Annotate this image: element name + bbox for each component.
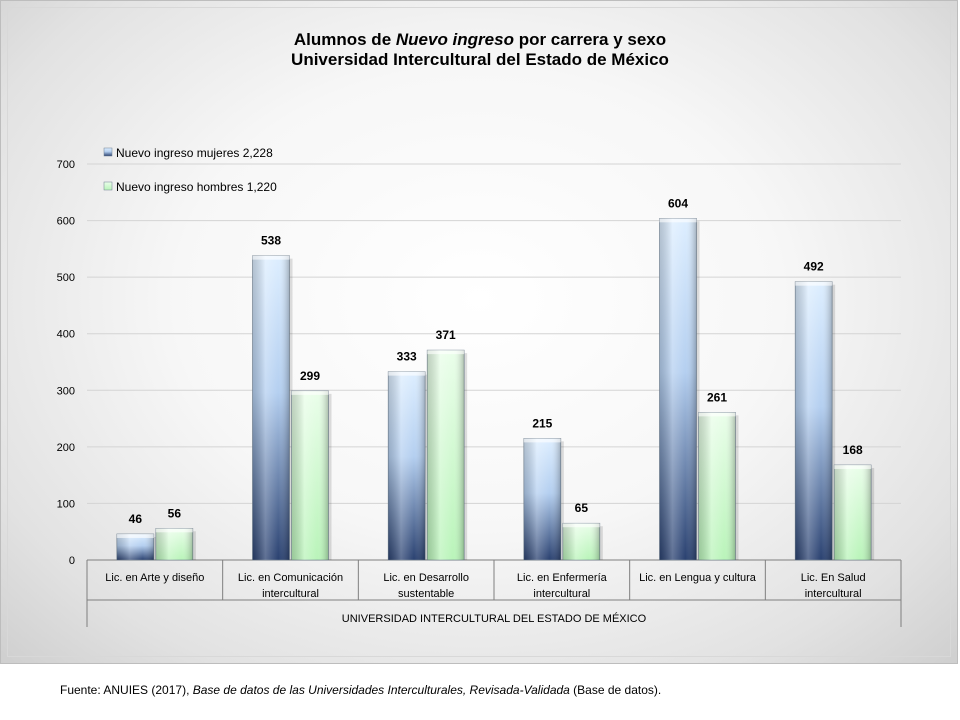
bar-highlight — [116, 533, 154, 560]
bar-top-edge — [291, 390, 329, 395]
legend-label: Nuevo ingreso hombres 1,220 — [116, 180, 277, 194]
title-text-post: por carrera y sexo — [513, 30, 667, 49]
source-text-italic: Base de datos de las Universidades Inter… — [192, 683, 570, 697]
x-category-label: intercultural — [533, 588, 590, 600]
axes: 0 100 200 300 400 500 600 700 Lic. en Arte y dis… — [57, 159, 902, 627]
x-category-label: Lic. en Enfermería — [517, 572, 608, 584]
data-label: 65 — [575, 501, 589, 515]
x-category-label: Lic. en Arte y diseño — [105, 572, 204, 584]
data-label: 371 — [436, 328, 456, 342]
source-text-post: (Base de datos). — [569, 683, 662, 697]
bar-highlight — [698, 412, 736, 560]
legend: Nuevo ingreso mujeres 2,228 Nuevo ingreso… — [103, 146, 277, 194]
bar-highlight — [834, 464, 872, 560]
bar-highlight — [155, 528, 193, 560]
bar-highlight — [427, 350, 465, 560]
bar-highlight — [291, 390, 329, 560]
bar-top-edge — [698, 412, 736, 417]
data-label: 215 — [532, 416, 552, 430]
y-tick-label: 700 — [57, 159, 75, 171]
y-tick-label: 200 — [57, 442, 75, 454]
data-label: 261 — [707, 390, 727, 404]
x-category-label: Lic. en Comunicación — [238, 572, 343, 584]
x-category-label: Lic. en Desarrollo — [383, 572, 469, 584]
y-tick-label: 600 — [57, 216, 75, 228]
bar-top-edge — [155, 528, 193, 533]
source-note: Fuente: ANUIES (2017), Base de datos de … — [60, 683, 661, 697]
data-label: 46 — [129, 512, 143, 526]
x-category-label: sustentable — [398, 588, 454, 600]
bar-top-edge — [116, 533, 154, 538]
data-label: 333 — [397, 350, 417, 364]
bar-highlight — [388, 371, 426, 560]
x-category-label: Lic. En Salud — [801, 572, 866, 584]
bar-chart: 0 100 200 300 400 500 600 700 Lic. en Arte y dis… — [57, 146, 902, 627]
bar-top-edge — [427, 350, 465, 355]
bar-highlight — [659, 218, 697, 560]
y-tick-label: 0 — [69, 555, 75, 567]
x-category-label: intercultural — [262, 588, 319, 600]
bar-top-edge — [252, 255, 290, 260]
title-text-italic: Nuevo ingreso — [395, 30, 514, 49]
chart-frame-border — [7, 7, 951, 657]
source-text-pre: Fuente: ANUIES (2017), — [60, 683, 193, 697]
data-label: 56 — [168, 506, 182, 520]
legend-swatch — [103, 181, 113, 191]
bar-top-edge — [659, 218, 697, 223]
bar-top-edge — [388, 371, 426, 376]
x-category-label: Lic. en Lengua y cultura — [639, 572, 757, 584]
data-labels: 46 538 333 215 604 492 56 299 371 65 261 168 — [129, 196, 863, 526]
y-tick-label: 100 — [57, 498, 75, 510]
bar-highlight — [252, 255, 290, 560]
data-label: 538 — [261, 234, 281, 248]
y-tick-label: 400 — [57, 329, 75, 341]
bar-top-edge — [562, 523, 600, 528]
y-tick-label: 500 — [57, 272, 75, 284]
y-tick-label: 300 — [57, 385, 75, 397]
x-group-label: UNIVERSIDAD INTERCULTURAL DEL ESTADO DE … — [342, 612, 647, 625]
x-category-label: intercultural — [805, 588, 862, 600]
data-label: 604 — [668, 196, 688, 210]
legend-label: Nuevo ingreso mujeres 2,228 — [116, 146, 273, 160]
bar-top-edge — [834, 464, 872, 469]
data-label: 492 — [804, 260, 824, 274]
bars — [116, 218, 875, 561]
data-label: 168 — [843, 443, 863, 457]
bar-top-edge — [523, 438, 561, 443]
gridlines — [87, 163, 901, 504]
legend-swatch — [103, 147, 113, 157]
bar-highlight — [795, 281, 833, 560]
chart-title-line2: Universidad Intercultural del Estado de … — [291, 50, 669, 69]
chart-title-line1: Alumnos de Nuevo ingreso por carrera y s… — [0, 30, 960, 50]
bar-highlight — [562, 523, 600, 560]
chart-title: Alumnos de Nuevo ingreso por carrera y s… — [0, 30, 960, 70]
title-text-pre: Alumnos de — [293, 30, 396, 49]
bar-top-edge — [795, 281, 833, 286]
bar-highlight — [523, 438, 561, 560]
data-label: 299 — [300, 369, 320, 383]
